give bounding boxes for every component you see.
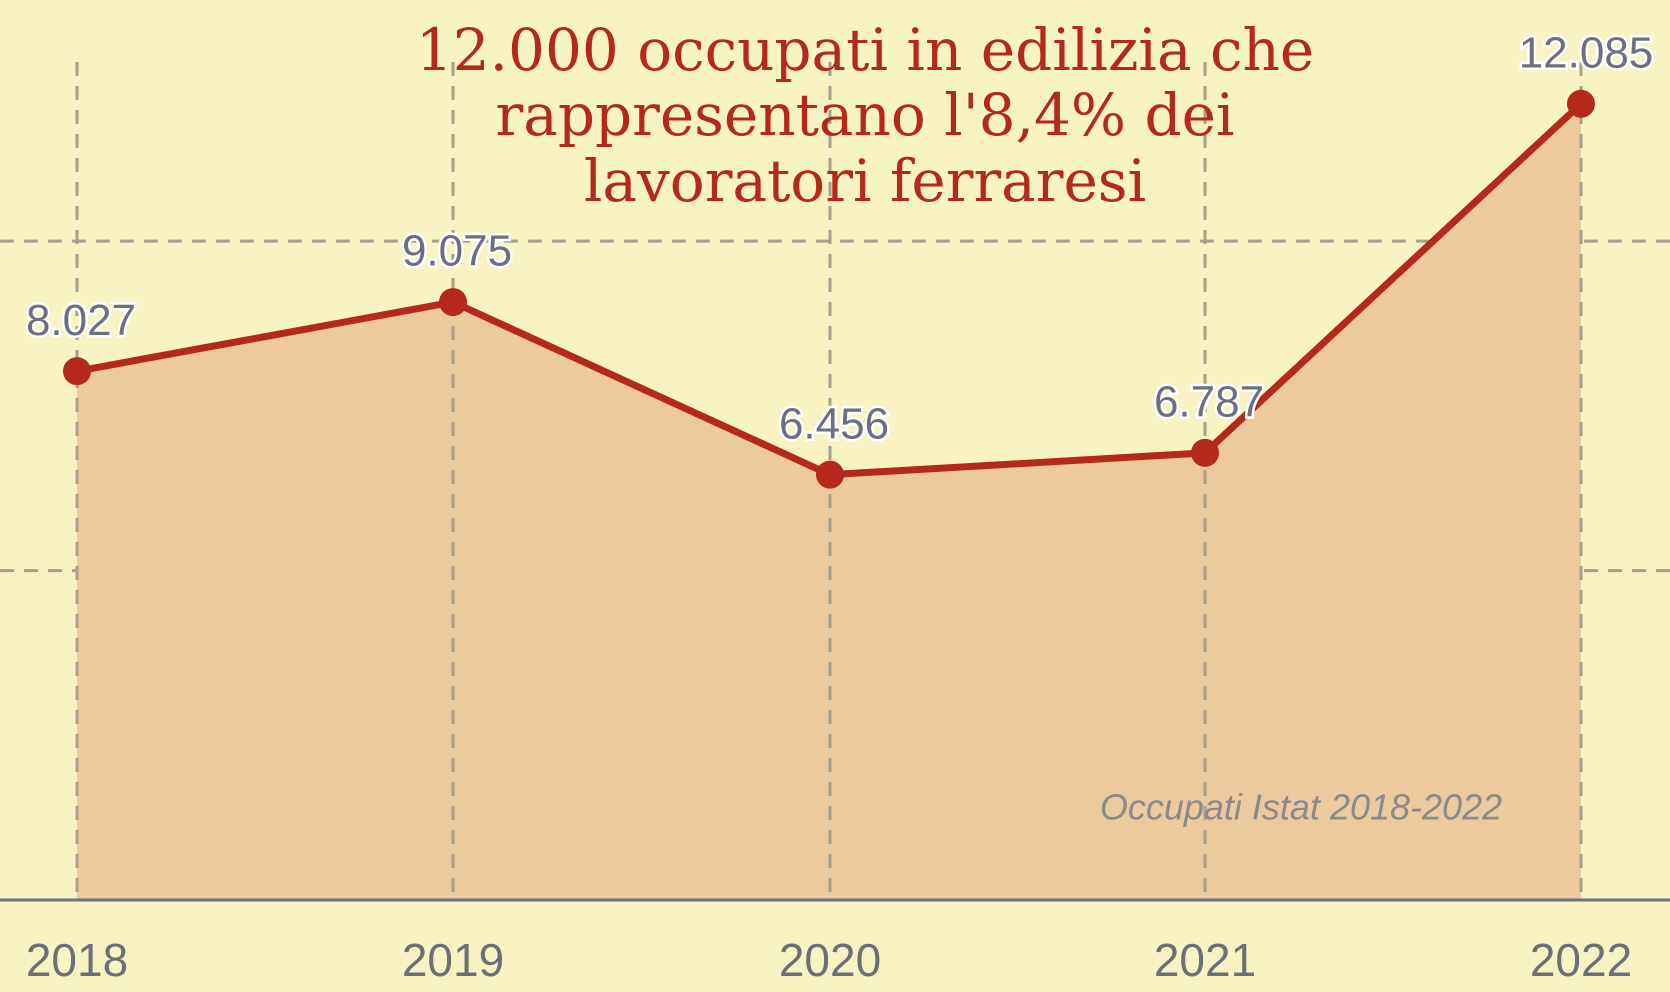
data-label: 9.075 — [402, 227, 512, 276]
chart-title: rappresentano l'8,4% dei — [496, 81, 1235, 149]
point — [63, 357, 91, 386]
chart-title: 12.000 occupati in edilizia che — [416, 16, 1314, 84]
data-label: 6.456 — [779, 399, 889, 448]
data-label: 8.027 — [26, 296, 136, 345]
point — [1567, 89, 1595, 118]
point — [1191, 438, 1219, 467]
marks: 8.027 9.075 6.456 6.787 12.085 — [23, 26, 1656, 489]
data-label: 6.787 — [1154, 377, 1264, 426]
x-tick-label: 2022 — [1530, 934, 1632, 986]
x-tick-label: 2019 — [402, 934, 504, 986]
x-tick-label: 2020 — [779, 934, 881, 986]
data-label: 12.085 — [1519, 28, 1654, 77]
point — [439, 288, 467, 317]
chart-title: lavoratori ferraresi — [584, 147, 1146, 215]
annotation: Occupati Istat 2018-2022 — [1100, 787, 1502, 828]
x-tick-label: 2021 — [1154, 934, 1256, 986]
x-tick-label: 2018 — [26, 934, 128, 986]
point — [816, 460, 844, 489]
